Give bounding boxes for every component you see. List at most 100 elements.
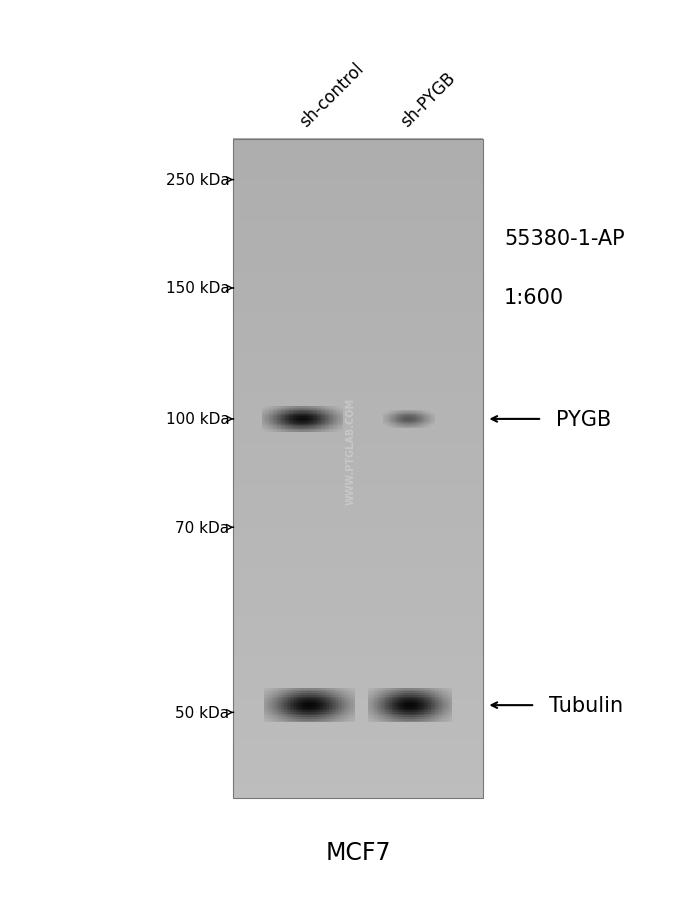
Bar bbox=[384, 419, 386, 420]
Bar bbox=[285, 421, 287, 423]
Bar bbox=[427, 417, 428, 418]
Bar bbox=[378, 693, 380, 695]
Bar bbox=[392, 693, 394, 695]
Bar bbox=[414, 413, 416, 414]
Bar bbox=[320, 413, 322, 414]
Bar bbox=[410, 721, 412, 723]
Bar bbox=[414, 414, 416, 415]
Bar bbox=[436, 700, 439, 702]
Bar bbox=[267, 700, 270, 702]
Bar bbox=[270, 704, 272, 705]
Bar bbox=[268, 687, 271, 690]
Bar bbox=[426, 427, 427, 428]
Bar bbox=[379, 717, 382, 719]
Bar bbox=[314, 413, 316, 414]
Bar bbox=[423, 413, 424, 414]
Bar bbox=[352, 712, 354, 714]
Bar bbox=[374, 715, 376, 717]
Bar bbox=[434, 421, 435, 423]
Bar bbox=[415, 411, 416, 412]
Bar bbox=[423, 425, 424, 427]
Bar bbox=[233, 732, 483, 741]
Bar bbox=[413, 419, 414, 420]
Bar bbox=[308, 430, 310, 432]
Bar bbox=[310, 426, 312, 427]
Bar bbox=[396, 424, 398, 426]
Bar bbox=[423, 426, 425, 428]
Bar bbox=[268, 429, 270, 431]
Bar bbox=[314, 414, 316, 416]
Bar bbox=[431, 691, 433, 694]
Bar bbox=[368, 719, 370, 721]
Bar bbox=[425, 424, 427, 426]
Bar bbox=[285, 409, 287, 410]
Bar bbox=[409, 698, 411, 700]
Bar bbox=[371, 696, 373, 698]
Bar bbox=[268, 420, 270, 422]
Bar bbox=[387, 416, 389, 417]
Bar bbox=[407, 413, 409, 414]
Bar bbox=[272, 693, 274, 695]
Bar bbox=[276, 705, 278, 707]
Bar bbox=[289, 409, 291, 410]
Bar bbox=[296, 691, 298, 694]
Bar bbox=[332, 427, 334, 428]
Bar bbox=[420, 418, 421, 419]
Bar bbox=[340, 415, 342, 417]
Bar bbox=[316, 419, 318, 420]
Bar bbox=[422, 418, 423, 419]
Bar bbox=[382, 705, 384, 707]
Bar bbox=[306, 427, 309, 428]
Bar bbox=[311, 430, 313, 432]
Bar bbox=[419, 427, 420, 428]
Bar bbox=[316, 689, 318, 692]
Bar bbox=[402, 426, 404, 428]
Bar bbox=[377, 712, 379, 714]
Bar bbox=[421, 420, 423, 422]
Bar bbox=[392, 715, 394, 717]
Bar bbox=[269, 420, 271, 422]
Bar bbox=[402, 691, 404, 694]
Bar bbox=[318, 415, 320, 417]
Bar bbox=[409, 422, 411, 424]
Bar bbox=[413, 412, 414, 413]
Bar bbox=[392, 687, 394, 690]
Bar bbox=[398, 413, 399, 414]
Bar bbox=[335, 708, 337, 711]
Bar bbox=[284, 696, 286, 698]
Bar bbox=[382, 713, 384, 715]
Bar bbox=[270, 687, 272, 690]
Bar bbox=[233, 328, 483, 337]
Bar bbox=[318, 687, 320, 690]
Bar bbox=[427, 425, 428, 427]
Bar bbox=[345, 705, 348, 707]
Bar bbox=[350, 713, 352, 715]
Bar bbox=[299, 702, 301, 704]
Bar bbox=[370, 721, 372, 723]
Bar bbox=[338, 423, 341, 425]
Bar bbox=[341, 420, 343, 422]
Bar bbox=[416, 427, 417, 428]
Bar bbox=[377, 704, 379, 705]
Bar bbox=[320, 417, 322, 419]
Bar bbox=[388, 423, 389, 425]
Bar bbox=[410, 420, 412, 422]
Bar bbox=[301, 411, 303, 413]
Bar bbox=[341, 710, 343, 713]
Bar bbox=[389, 415, 391, 416]
Bar bbox=[428, 418, 430, 419]
Bar bbox=[314, 427, 316, 428]
Bar bbox=[403, 704, 405, 705]
Bar bbox=[293, 413, 295, 414]
Bar bbox=[432, 418, 434, 419]
Bar bbox=[291, 695, 293, 696]
Bar bbox=[298, 419, 300, 420]
Bar bbox=[233, 386, 483, 395]
Bar bbox=[278, 417, 280, 419]
Bar bbox=[420, 411, 421, 412]
Bar bbox=[272, 417, 274, 419]
Bar bbox=[277, 408, 279, 410]
Bar bbox=[389, 423, 391, 425]
Bar bbox=[410, 422, 412, 424]
Bar bbox=[272, 414, 274, 416]
